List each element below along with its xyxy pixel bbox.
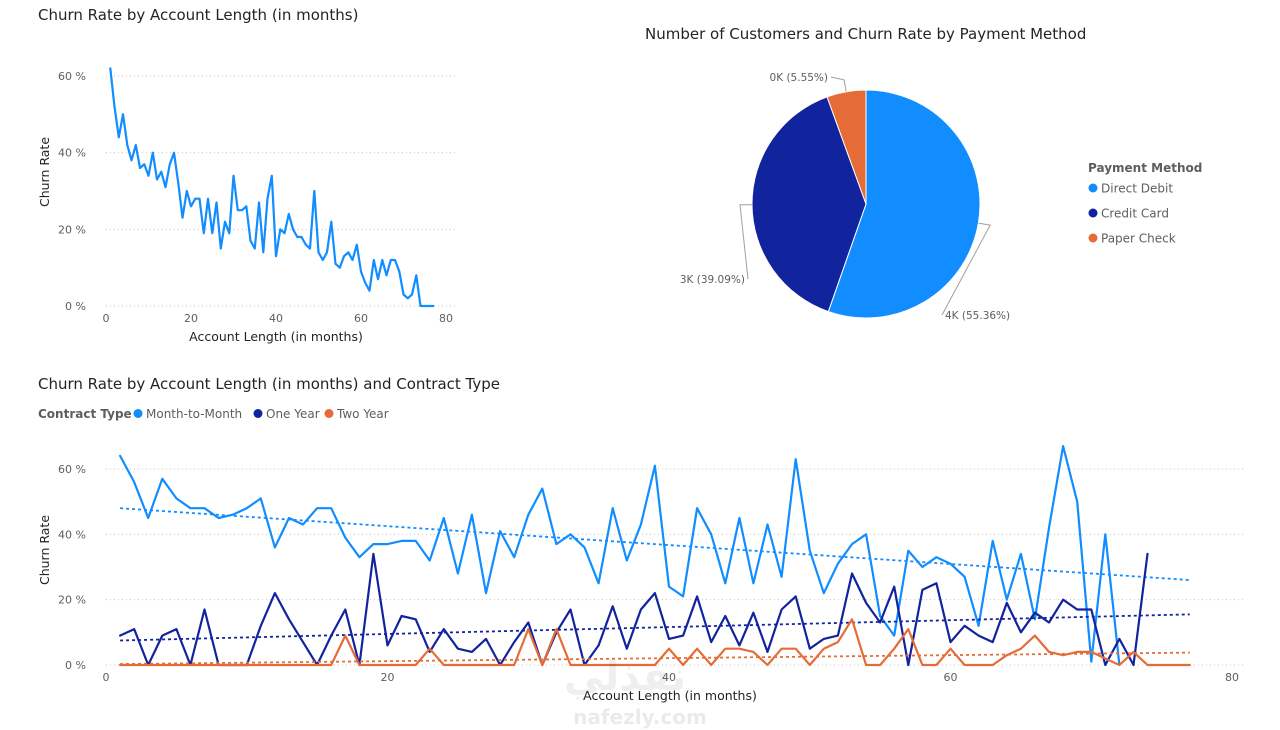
series-line-1[interactable] — [118, 552, 1149, 667]
legend-item[interactable]: Month-to-Month — [146, 407, 242, 421]
legend-item[interactable]: One Year — [266, 407, 320, 421]
legend-marker — [1088, 183, 1098, 193]
slice-data-label: 3K (39.09%) — [680, 274, 745, 286]
series-line-0[interactable] — [109, 67, 435, 308]
x-tick-label: 40 — [662, 671, 676, 684]
slice-data-label: 4K (55.36%) — [945, 310, 1010, 322]
legend-item[interactable]: Direct Debit — [1101, 182, 1173, 196]
pie-slice[interactable] — [826, 89, 867, 205]
x-tick-label: 20 — [184, 312, 198, 325]
legend-marker — [1088, 233, 1098, 243]
x-tick-label: 20 — [381, 671, 395, 684]
chart2-pie: 4K (55.36%) 3K (39.09%) 0K (5.55%) Payment … — [680, 72, 1202, 322]
series-line-0[interactable] — [118, 445, 1121, 667]
trend-line-0 — [120, 507, 1190, 581]
chart2-title: Number of Customers and Churn Rate by Pa… — [645, 25, 1087, 43]
watermark-arabic: نفذلي — [564, 654, 686, 700]
x-tick-label: 80 — [439, 312, 453, 325]
x-tick-label: 40 — [269, 312, 283, 325]
x-tick-label: 80 — [1225, 671, 1239, 684]
x-tick-label: 0 — [103, 312, 110, 325]
x-tick-label: 0 — [103, 671, 110, 684]
x-axis-title: Account Length (in months) — [583, 688, 757, 703]
chart3-title: Churn Rate by Account Length (in months)… — [38, 375, 500, 393]
y-tick-label: 60 % — [58, 463, 86, 476]
legend-marker — [253, 409, 263, 418]
x-axis-title: Account Length (in months) — [189, 329, 363, 344]
y-tick-label: 20 % — [58, 223, 86, 236]
series-line-2[interactable] — [118, 618, 1191, 667]
legend-title: Contract Type — [38, 407, 132, 421]
legend-marker — [133, 409, 143, 418]
chart1-title: Churn Rate by Account Length (in months) — [38, 6, 359, 24]
legend-marker — [324, 409, 334, 418]
leader-line — [830, 76, 847, 92]
watermark-latin: nafezly.com — [573, 705, 707, 729]
chart3-plot: 0 % 20 % 40 % 60 % 0 20 40 60 80 Account Length (… — [37, 407, 1245, 703]
y-tick-label: 40 % — [58, 147, 86, 160]
legend-title: Payment Method — [1088, 161, 1202, 175]
y-tick-label: 60 % — [58, 70, 86, 83]
y-axis-title: Churn Rate — [37, 137, 52, 207]
legend-item[interactable]: Credit Card — [1101, 207, 1169, 221]
y-axis-title: Churn Rate — [37, 515, 52, 585]
legend-item[interactable]: Two Year — [336, 407, 389, 421]
slice-data-label: 0K (5.55%) — [770, 72, 828, 84]
watermark: نفذلي nafezly.com — [564, 654, 707, 729]
y-tick-label: 20 % — [58, 594, 86, 607]
trend-line-1 — [120, 613, 1190, 642]
y-tick-label: 0 % — [65, 659, 86, 672]
leader-line — [941, 222, 991, 316]
legend-marker — [1088, 208, 1098, 218]
y-tick-label: 0 % — [65, 300, 86, 313]
x-tick-label: 60 — [944, 671, 958, 684]
x-tick-label: 60 — [354, 312, 368, 325]
legend-item[interactable]: Paper Check — [1101, 232, 1176, 246]
chart1-plot: 0 % 20 % 40 % 60 % 0 20 40 60 80 Account Length (… — [37, 67, 456, 344]
y-tick-label: 40 % — [58, 528, 86, 541]
trend-line-2 — [120, 651, 1190, 665]
leader-line — [739, 204, 753, 280]
